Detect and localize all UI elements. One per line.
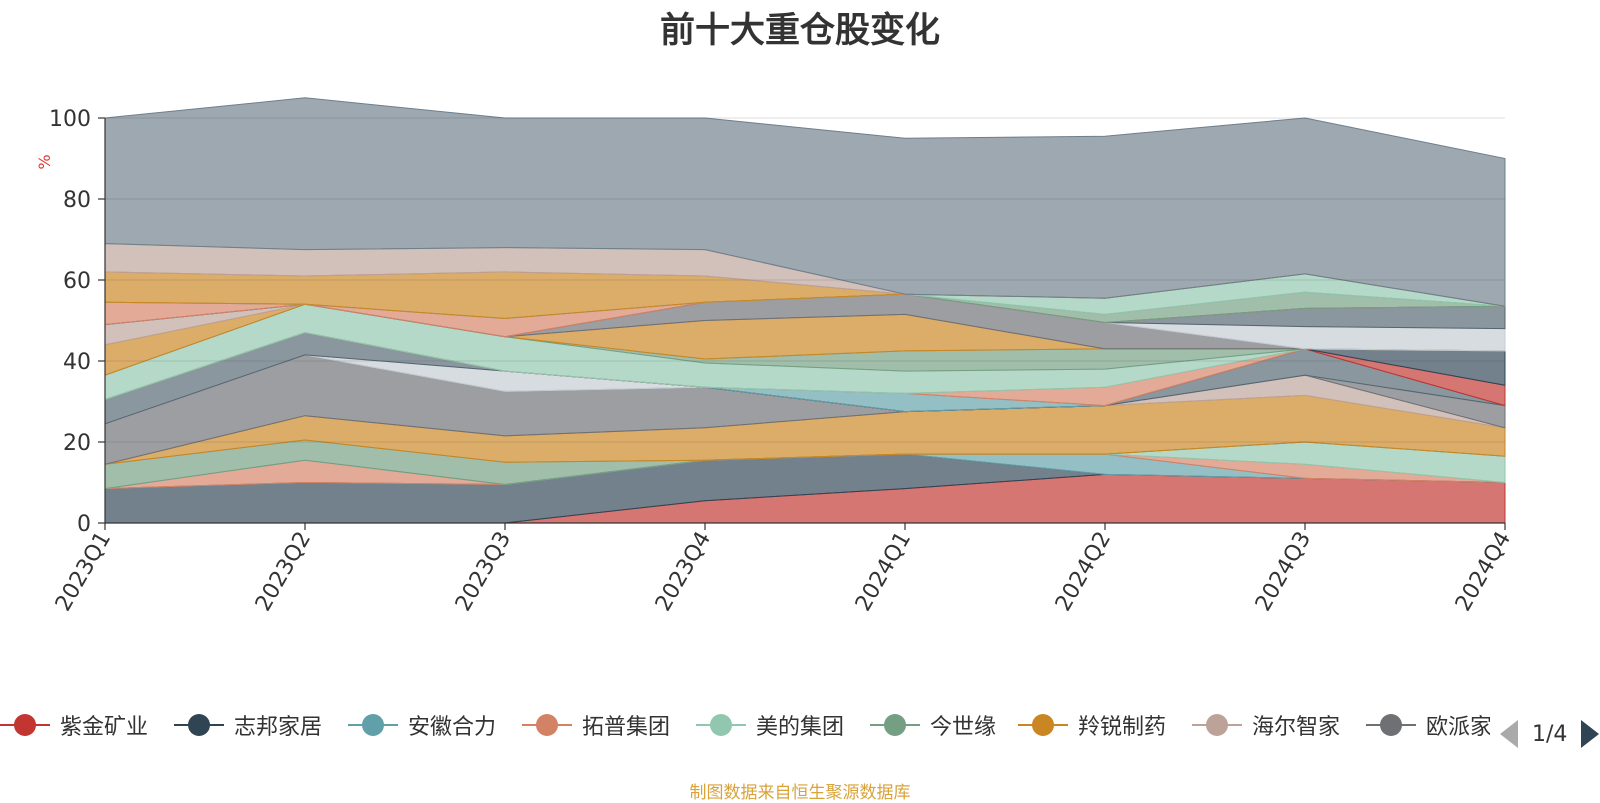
legend-item-4[interactable]: 美的集团 [696, 705, 844, 745]
legend-marker-icon [870, 710, 920, 740]
legend-item-5[interactable]: 今世缘 [870, 705, 996, 745]
x-tick-label-2: 2023Q3 [451, 528, 516, 616]
legend-label: 拓普集团 [582, 715, 671, 740]
y-tick-label-0: 0 [77, 512, 91, 537]
y-axis-unit-label: % [35, 154, 54, 169]
legend-label: 紫金矿业 [60, 715, 149, 740]
legend-prev-page-icon[interactable] [1500, 720, 1518, 748]
y-tick-label-100: 100 [49, 107, 91, 132]
legend-marker-icon [696, 710, 746, 740]
legend-marker-icon [1366, 710, 1416, 740]
legend-item-6[interactable]: 羚锐制药 [1018, 705, 1166, 745]
x-tick-label-0: 2023Q1 [51, 528, 116, 616]
grid-lines [105, 117, 1505, 443]
legend-item-2[interactable]: 安徽合力 [348, 705, 496, 745]
x-tick-label-6: 2024Q3 [1251, 528, 1316, 616]
legend-label: 羚锐制药 [1078, 715, 1167, 740]
x-tick-label-7: 2024Q4 [1451, 528, 1516, 616]
legend-marker-icon [174, 710, 224, 740]
y-tick-label-20: 20 [63, 431, 91, 456]
legend-marker-icon [522, 710, 572, 740]
legend-marker-icon [1192, 710, 1242, 740]
x-tick-label-5: 2024Q2 [1051, 528, 1116, 616]
y-tick-label-40: 40 [63, 350, 91, 375]
legend-marker-icon [0, 710, 50, 740]
legend-label: 海尔智家 [1252, 715, 1341, 740]
stacked-areas [104, 97, 1506, 524]
y-tick-label-60: 60 [63, 269, 91, 294]
legend-label: 今世缘 [930, 715, 997, 740]
legend-label: 美的集团 [756, 715, 845, 740]
chart-title: 前十大重仓股变化 [659, 11, 940, 51]
legend-item-1[interactable]: 志邦家居 [174, 705, 322, 745]
legend: 紫金矿业 志邦家居 安徽合力 拓普集团 美的集团 今世缘 羚锐制药 海尔智家 欧派家居 [0, 705, 1490, 745]
legend-item-0[interactable]: 紫金矿业 [0, 705, 148, 745]
legend-item-3[interactable]: 拓普集团 [522, 705, 670, 745]
legend-label: 志邦家居 [234, 715, 323, 740]
legend-item-8[interactable]: 欧派家居 [1366, 705, 1490, 745]
area-series-27 [104, 97, 1506, 307]
legend-marker-icon [348, 710, 398, 740]
x-tick-label-4: 2024Q1 [851, 528, 916, 616]
legend-marker-icon [1018, 710, 1068, 740]
legend-label: 安徽合力 [408, 715, 497, 740]
x-tick-label-1: 2023Q2 [251, 528, 316, 616]
legend-label: 欧派家居 [1426, 715, 1490, 740]
x-tick-label-3: 2023Q4 [651, 528, 716, 616]
y-tick-label-80: 80 [63, 188, 91, 213]
legend-next-page-icon[interactable] [1581, 720, 1600, 748]
chart-area: 0 20 40 60 80 100 2023Q1 2023Q2 2023Q3 2023Q4 2024… [35, 97, 1516, 616]
source-note: 制图数据来自恒生聚源数据库 [689, 783, 911, 803]
legend-pager: 1/4 [1500, 716, 1600, 752]
legend-page-indicator: 1/4 [1532, 721, 1568, 747]
legend-item-7[interactable]: 海尔智家 [1192, 705, 1340, 745]
